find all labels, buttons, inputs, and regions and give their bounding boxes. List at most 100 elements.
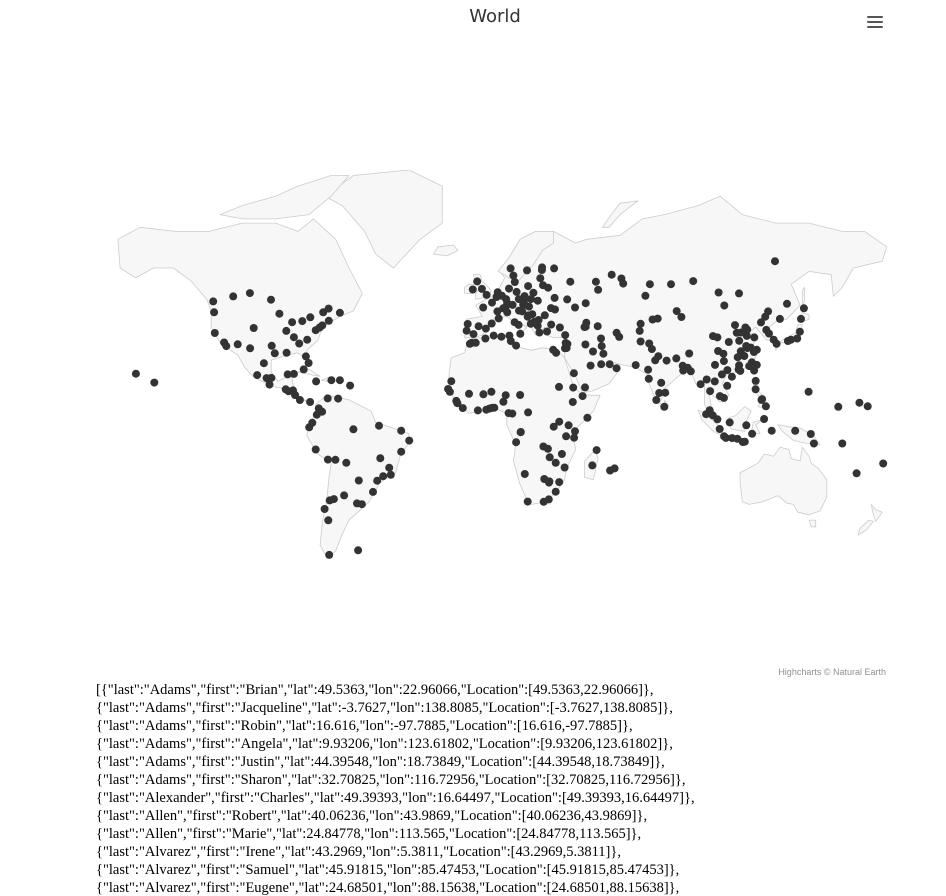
- map-point[interactable]: [723, 381, 732, 390]
- map-point[interactable]: [473, 406, 482, 415]
- map-point[interactable]: [736, 366, 745, 375]
- map-point[interactable]: [750, 333, 759, 342]
- map-point[interactable]: [503, 308, 512, 317]
- map-point[interactable]: [335, 308, 344, 317]
- map-point[interactable]: [501, 391, 510, 400]
- map-point[interactable]: [445, 387, 454, 396]
- map-point[interactable]: [581, 322, 590, 331]
- map-point[interactable]: [550, 264, 559, 273]
- map-point[interactable]: [516, 391, 525, 399]
- map-point[interactable]: [651, 356, 660, 365]
- map-point[interactable]: [376, 454, 385, 463]
- map-point[interactable]: [745, 362, 754, 371]
- map-point[interactable]: [543, 444, 552, 453]
- map-point[interactable]: [311, 445, 320, 454]
- map-point[interactable]: [743, 325, 752, 334]
- map-point[interactable]: [557, 450, 566, 458]
- map-point[interactable]: [342, 458, 351, 467]
- map-point[interactable]: [506, 337, 515, 345]
- map-point[interactable]: [283, 370, 292, 379]
- map-point[interactable]: [713, 415, 722, 424]
- map-point[interactable]: [834, 402, 843, 411]
- map-point[interactable]: [562, 344, 571, 353]
- map-point[interactable]: [543, 327, 551, 336]
- map-point[interactable]: [787, 335, 795, 344]
- map-point[interactable]: [772, 339, 781, 348]
- map-point[interactable]: [527, 295, 535, 304]
- map-point[interactable]: [504, 409, 513, 418]
- map-point[interactable]: [838, 439, 847, 448]
- map-point[interactable]: [555, 478, 564, 487]
- map-point[interactable]: [379, 472, 388, 481]
- map-point[interactable]: [571, 427, 579, 436]
- map-point[interactable]: [529, 288, 538, 297]
- map-point[interactable]: [458, 404, 467, 413]
- map-point[interactable]: [150, 378, 159, 387]
- map-point[interactable]: [289, 333, 298, 342]
- map-point[interactable]: [569, 369, 578, 378]
- map-point[interactable]: [490, 403, 499, 412]
- map-point[interactable]: [551, 487, 560, 496]
- map-point[interactable]: [320, 505, 329, 513]
- map-point[interactable]: [469, 330, 478, 339]
- map-point[interactable]: [717, 370, 726, 379]
- map-point[interactable]: [547, 304, 555, 313]
- map-point[interactable]: [715, 425, 724, 433]
- map-point[interactable]: [662, 356, 671, 365]
- map-point[interactable]: [721, 433, 730, 442]
- map-point[interactable]: [795, 327, 804, 336]
- map-point[interactable]: [509, 271, 518, 280]
- map-point[interactable]: [672, 354, 681, 363]
- map-point[interactable]: [799, 304, 808, 313]
- map-point[interactable]: [324, 316, 333, 325]
- map-point[interactable]: [210, 308, 219, 317]
- map-point[interactable]: [497, 332, 506, 341]
- map-point[interactable]: [312, 410, 321, 419]
- map-point[interactable]: [474, 322, 483, 331]
- map-point[interactable]: [405, 436, 414, 445]
- map-point[interactable]: [686, 367, 695, 376]
- map-point[interactable]: [312, 377, 321, 386]
- map-point[interactable]: [563, 295, 572, 304]
- map-point[interactable]: [324, 304, 333, 313]
- map-point[interactable]: [267, 373, 276, 382]
- map-point[interactable]: [222, 342, 231, 351]
- map-point[interactable]: [723, 366, 732, 375]
- map-point[interactable]: [720, 301, 729, 310]
- map-point[interactable]: [724, 338, 733, 346]
- map-point[interactable]: [549, 345, 558, 354]
- map-point[interactable]: [512, 341, 521, 350]
- map-point[interactable]: [593, 322, 602, 331]
- map-point[interactable]: [569, 383, 578, 392]
- map-point[interactable]: [331, 455, 340, 464]
- map-point[interactable]: [282, 348, 291, 357]
- map-point[interactable]: [505, 284, 513, 293]
- map-point[interactable]: [612, 364, 621, 373]
- map-point[interactable]: [581, 299, 590, 308]
- map-point[interactable]: [524, 408, 533, 417]
- map-point[interactable]: [329, 495, 338, 504]
- map-point[interactable]: [645, 339, 654, 348]
- map-point[interactable]: [597, 360, 606, 369]
- map-point[interactable]: [641, 291, 650, 300]
- map-point[interactable]: [655, 389, 664, 397]
- map-point[interactable]: [555, 417, 564, 426]
- map-point[interactable]: [735, 336, 744, 345]
- map-point[interactable]: [516, 329, 525, 338]
- map-point[interactable]: [751, 376, 760, 385]
- map-point[interactable]: [489, 331, 498, 340]
- map-point[interactable]: [453, 399, 462, 408]
- map-point[interactable]: [719, 393, 728, 402]
- map-point[interactable]: [757, 318, 765, 327]
- map-point[interactable]: [740, 437, 749, 446]
- map-point[interactable]: [735, 289, 743, 298]
- map-point[interactable]: [233, 340, 242, 349]
- map-point[interactable]: [314, 404, 323, 413]
- map-point[interactable]: [549, 422, 558, 431]
- map-point[interactable]: [551, 458, 560, 467]
- map-point[interactable]: [793, 334, 802, 343]
- map-point[interactable]: [506, 264, 515, 273]
- map-point[interactable]: [523, 266, 531, 275]
- map-point[interactable]: [648, 315, 657, 324]
- map-point[interactable]: [523, 497, 532, 506]
